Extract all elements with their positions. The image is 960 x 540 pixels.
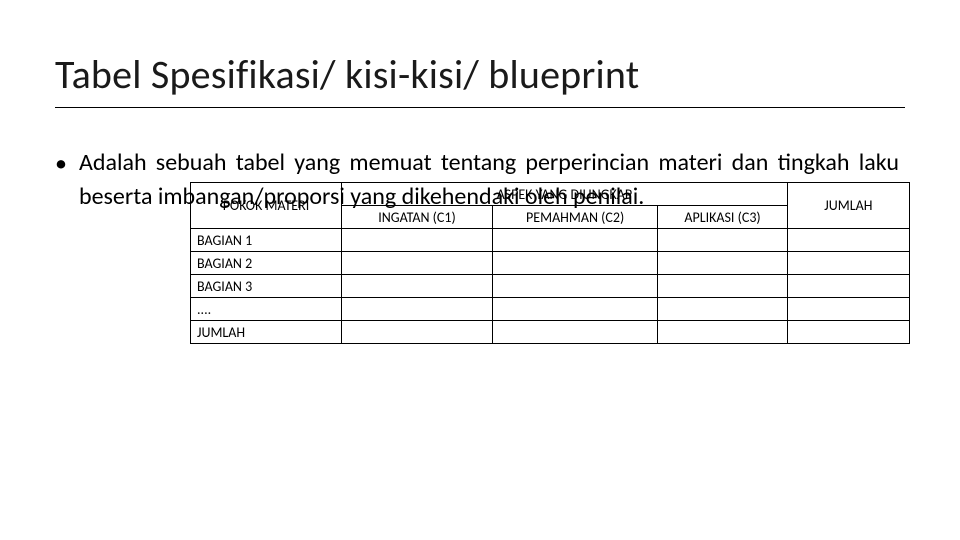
table-row: BAGIAN 2 [191,252,910,275]
cell-c2 [492,321,657,344]
body-row: • Adalah sebuah tabel yang memuat tentan… [55,146,905,214]
cell-c3 [658,229,787,252]
cell-c1 [341,321,492,344]
bullet-icon: • [55,147,67,181]
cell-c2 [492,298,657,321]
title-underline [55,107,905,108]
cell-c1 [341,298,492,321]
table-row: .... [191,298,910,321]
cell-c3 [658,275,787,298]
row-label: JUMLAH [191,321,342,344]
cell-c2 [492,275,657,298]
table-row: BAGIAN 3 [191,275,910,298]
cell-c3 [658,298,787,321]
cell-jumlah [787,275,909,298]
cell-jumlah [787,229,909,252]
row-label: BAGIAN 3 [191,275,342,298]
slide-title: Tabel Spesifikasi/ kisi-kisi/ blueprint [55,50,905,99]
cell-c2 [492,229,657,252]
cell-c1 [341,229,492,252]
cell-c1 [341,275,492,298]
row-label: .... [191,298,342,321]
cell-c2 [492,252,657,275]
cell-c1 [341,252,492,275]
cell-c3 [658,321,787,344]
row-label: BAGIAN 1 [191,229,342,252]
cell-c3 [658,252,787,275]
table-row: JUMLAH [191,321,910,344]
body-text: Adalah sebuah tabel yang memuat tentang … [79,146,899,214]
cell-jumlah [787,321,909,344]
cell-jumlah [787,298,909,321]
row-label: BAGIAN 2 [191,252,342,275]
cell-jumlah [787,252,909,275]
table-row: BAGIAN 1 [191,229,910,252]
slide: Tabel Spesifikasi/ kisi-kisi/ blueprint … [0,0,960,540]
